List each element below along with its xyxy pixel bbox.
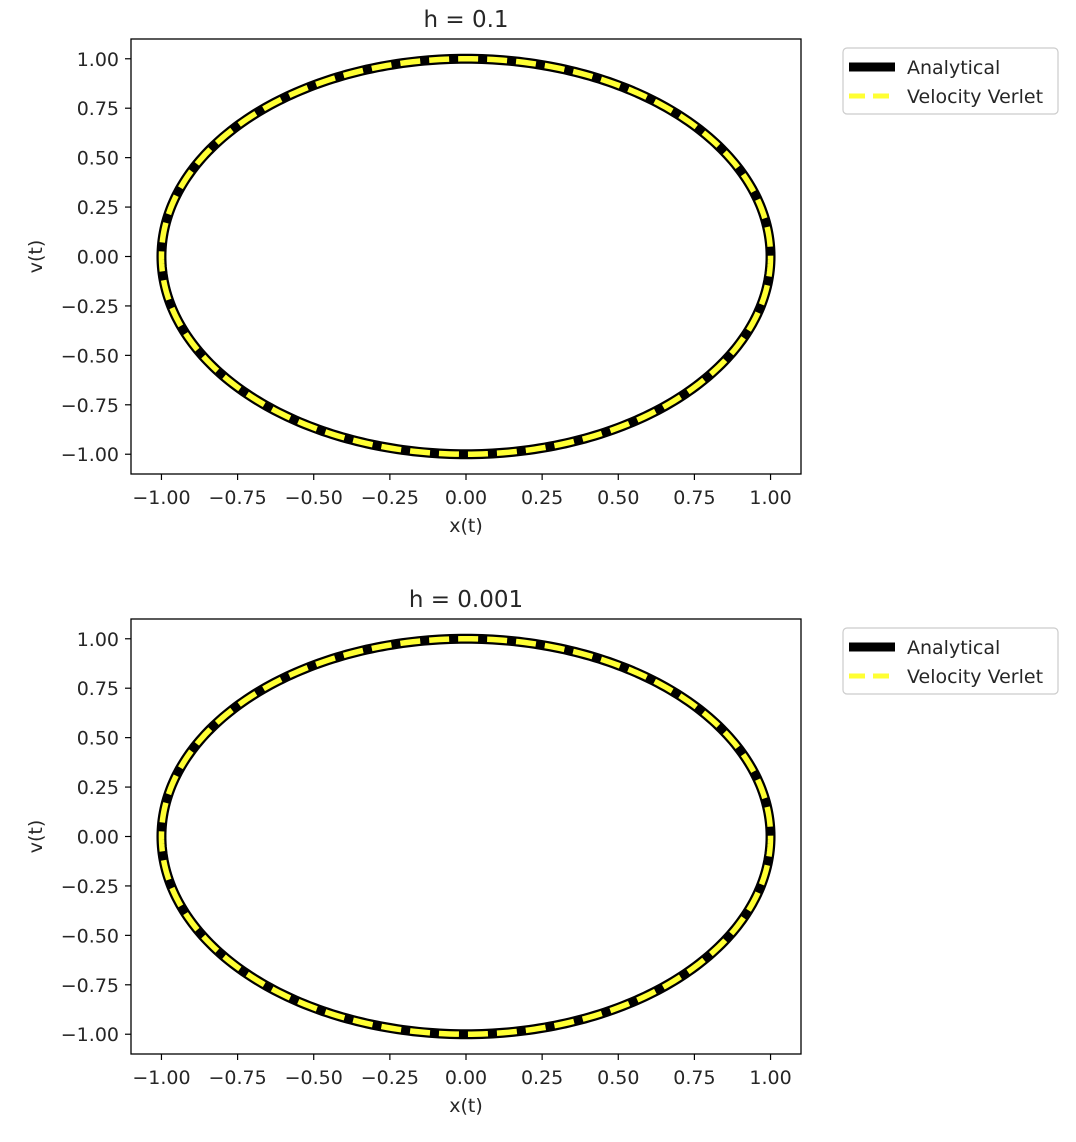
x-tick-label: 0.25 [521, 487, 563, 509]
y-tick-label: 0.50 [77, 148, 119, 170]
y-tick-label: −1.00 [61, 444, 119, 466]
plot-area [156, 633, 776, 1040]
x-tick-label: −0.75 [208, 1067, 266, 1089]
x-tick-label: −1.00 [132, 487, 190, 509]
x-tick-label: −0.25 [361, 1067, 419, 1089]
y-tick-label: −0.75 [61, 975, 119, 997]
y-axis-label: v(t) [25, 240, 47, 274]
y-tick-label: −0.50 [61, 345, 119, 367]
y-tick-label: 0.00 [77, 247, 119, 269]
y-tick-label: −0.75 [61, 395, 119, 417]
x-tick-label: 0.50 [597, 1067, 639, 1089]
legend-label: Velocity Verlet [907, 86, 1043, 108]
y-tick-label: −0.25 [61, 296, 119, 318]
y-tick-label: 0.50 [77, 728, 119, 750]
y-tick-label: −0.50 [61, 925, 119, 947]
chart-panel-2: h = 0.001 −1.00 −0.75 −0.50 −0.25 0.00 0.25 0.5… [25, 587, 1059, 1117]
series-line-velocity-verlet [158, 56, 774, 457]
chart-title: h = 0.001 [409, 587, 523, 613]
x-tick-label: 0.25 [521, 1067, 563, 1089]
plot-area [156, 53, 776, 460]
series-line-velocity-verlet [158, 636, 774, 1037]
legend-box [842, 47, 1059, 115]
legend-label: Analytical [907, 57, 1000, 79]
chart-title: h = 0.1 [423, 7, 508, 33]
x-tick-label: 0.50 [597, 487, 639, 509]
legend: Analytical Velocity Verlet [842, 627, 1059, 695]
legend-label: Analytical [907, 637, 1000, 659]
legend-box [842, 627, 1059, 695]
x-axis-label: x(t) [449, 1095, 483, 1117]
y-tick-label: 0.75 [77, 98, 119, 120]
x-tick-label: 0.75 [673, 1067, 715, 1089]
x-tick-label: −1.00 [132, 1067, 190, 1089]
x-tick-label: −0.25 [361, 487, 419, 509]
legend-label: Velocity Verlet [907, 666, 1043, 688]
legend: Analytical Velocity Verlet [842, 47, 1059, 115]
x-tick-label: 0.00 [445, 487, 487, 509]
y-tick-label: 0.75 [77, 678, 119, 700]
x-tick-label: 0.75 [673, 487, 715, 509]
y-tick-label: 1.00 [77, 629, 119, 651]
y-tick-label: 1.00 [77, 49, 119, 71]
x-tick-label: 0.00 [445, 1067, 487, 1089]
chart-panel-1: h = 0.1 −1.00 −0.75 −0.50 −0.25 0.00 0.25 0.50 0… [25, 7, 1059, 537]
x-tick-label: −0.75 [208, 487, 266, 509]
y-tick-label: 0.25 [77, 777, 119, 799]
axes-frame [130, 618, 802, 1055]
axes-frame [130, 38, 802, 475]
y-tick-label: −1.00 [61, 1024, 119, 1046]
x-tick-label: 1.00 [749, 487, 791, 509]
x-axis-label: x(t) [449, 515, 483, 537]
y-tick-label: 0.00 [77, 827, 119, 849]
y-tick-label: −0.25 [61, 876, 119, 898]
x-tick-label: −0.50 [285, 487, 343, 509]
y-tick-label: 0.25 [77, 197, 119, 219]
y-axis-label: v(t) [25, 820, 47, 854]
x-tick-label: −0.50 [285, 1067, 343, 1089]
x-tick-label: 1.00 [749, 1067, 791, 1089]
